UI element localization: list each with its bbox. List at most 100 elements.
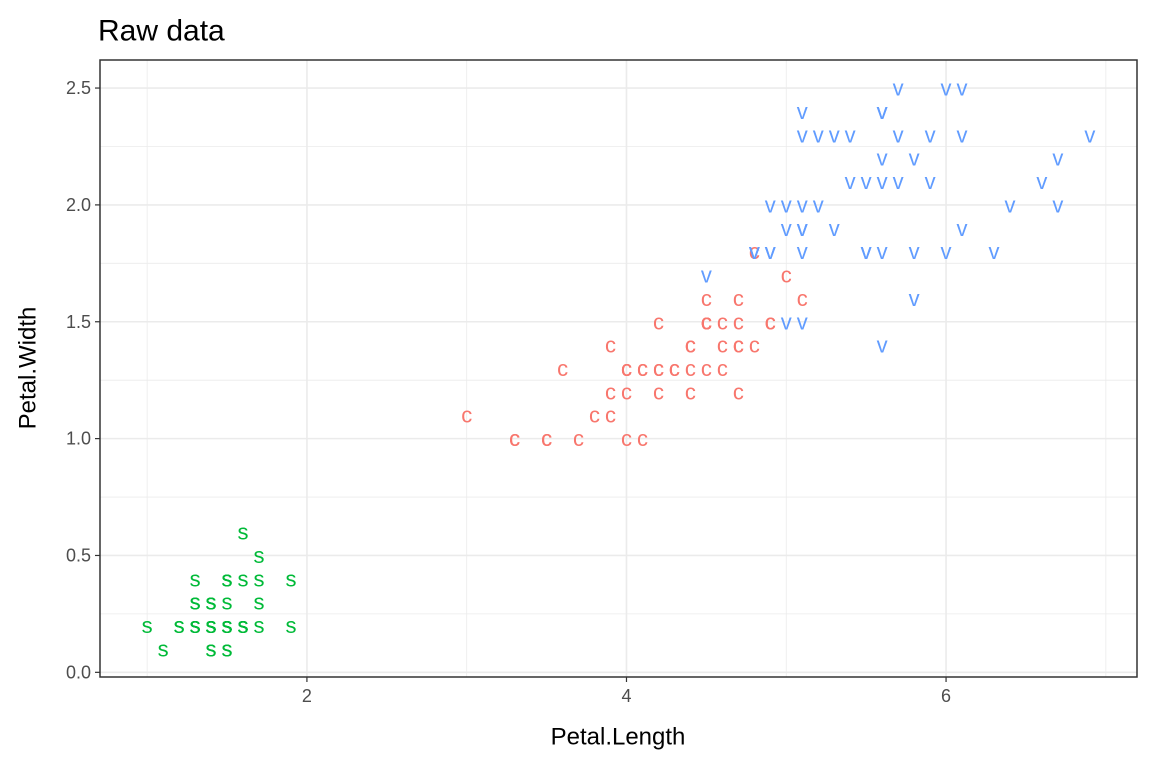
point: s xyxy=(206,613,217,638)
point: v xyxy=(845,169,856,194)
point: s xyxy=(206,590,217,615)
point: s xyxy=(238,566,249,591)
point: v xyxy=(797,309,808,334)
point: v xyxy=(957,76,968,101)
point: s xyxy=(206,613,217,638)
point: v xyxy=(829,216,840,241)
point: v xyxy=(877,333,888,358)
point: c xyxy=(621,356,632,381)
point: s xyxy=(222,613,233,638)
point: c xyxy=(605,403,616,428)
point: c xyxy=(653,356,664,381)
point: v xyxy=(893,76,904,101)
point: v xyxy=(893,122,904,147)
point: c xyxy=(749,333,760,358)
y-tick-label: 0.5 xyxy=(66,545,91,565)
y-axis-title: Petal.Width xyxy=(15,307,42,430)
point: v xyxy=(765,239,776,264)
point: s xyxy=(222,566,233,591)
point: s xyxy=(190,613,201,638)
point: v xyxy=(1004,192,1015,217)
point: v xyxy=(988,239,999,264)
point: s xyxy=(285,613,296,638)
point: v xyxy=(877,99,888,124)
point: v xyxy=(925,169,936,194)
point: v xyxy=(797,239,808,264)
point: v xyxy=(1084,122,1095,147)
y-tick-label: 2.0 xyxy=(66,195,91,215)
point: c xyxy=(557,356,568,381)
point: c xyxy=(605,333,616,358)
point: v xyxy=(749,239,760,264)
panel-border xyxy=(99,59,1138,678)
point: v xyxy=(781,309,792,334)
point: c xyxy=(733,379,744,404)
point: c xyxy=(637,356,648,381)
point: v xyxy=(877,239,888,264)
point: v xyxy=(813,122,824,147)
point: s xyxy=(222,566,233,591)
point: c xyxy=(461,403,472,428)
point: v xyxy=(877,169,888,194)
point: v xyxy=(941,76,952,101)
point: c xyxy=(717,309,728,334)
point: v xyxy=(701,263,712,288)
point: s xyxy=(222,613,233,638)
point: c xyxy=(685,379,696,404)
point: v xyxy=(861,239,872,264)
point: s xyxy=(222,636,233,661)
point: c xyxy=(717,333,728,358)
point: c xyxy=(653,379,664,404)
point: c xyxy=(733,333,744,358)
point: s xyxy=(190,566,201,591)
point: s xyxy=(206,613,217,638)
point: s xyxy=(222,613,233,638)
point: s xyxy=(222,613,233,638)
x-axis-title: Petal.Length xyxy=(551,724,686,751)
point: s xyxy=(222,613,233,638)
point: c xyxy=(749,239,760,264)
point: c xyxy=(541,426,552,451)
point: v xyxy=(749,239,760,264)
point: s xyxy=(190,590,201,615)
point: s xyxy=(222,613,233,638)
point: v xyxy=(781,192,792,217)
y-tick-label: 1.0 xyxy=(66,429,91,449)
point: c xyxy=(701,309,712,334)
point: c xyxy=(701,309,712,334)
point: s xyxy=(253,613,264,638)
point: s xyxy=(222,590,233,615)
point: s xyxy=(206,636,217,661)
point: c xyxy=(685,356,696,381)
point: s xyxy=(238,613,249,638)
point: c xyxy=(701,309,712,334)
point: c xyxy=(765,309,776,334)
point: v xyxy=(861,239,872,264)
point: c xyxy=(509,426,520,451)
point: v xyxy=(877,99,888,124)
point: c xyxy=(701,356,712,381)
point: s xyxy=(238,613,249,638)
y-tick-label: 0.0 xyxy=(66,662,91,682)
point: c xyxy=(573,426,584,451)
point: c xyxy=(589,403,600,428)
point: s xyxy=(158,636,169,661)
point: s xyxy=(190,613,201,638)
y-tick-label: 1.5 xyxy=(66,312,91,332)
point: v xyxy=(909,146,920,171)
point: s xyxy=(238,613,249,638)
point: v xyxy=(797,122,808,147)
point: c xyxy=(621,379,632,404)
point: s xyxy=(174,613,185,638)
point: c xyxy=(509,426,520,451)
point: c xyxy=(621,426,632,451)
point: v xyxy=(1052,192,1063,217)
point: v xyxy=(845,122,856,147)
point: c xyxy=(653,356,664,381)
point: v xyxy=(861,169,872,194)
point: v xyxy=(1036,169,1047,194)
point: c xyxy=(781,263,792,288)
point: s xyxy=(222,613,233,638)
point: c xyxy=(653,309,664,334)
point: c xyxy=(717,356,728,381)
